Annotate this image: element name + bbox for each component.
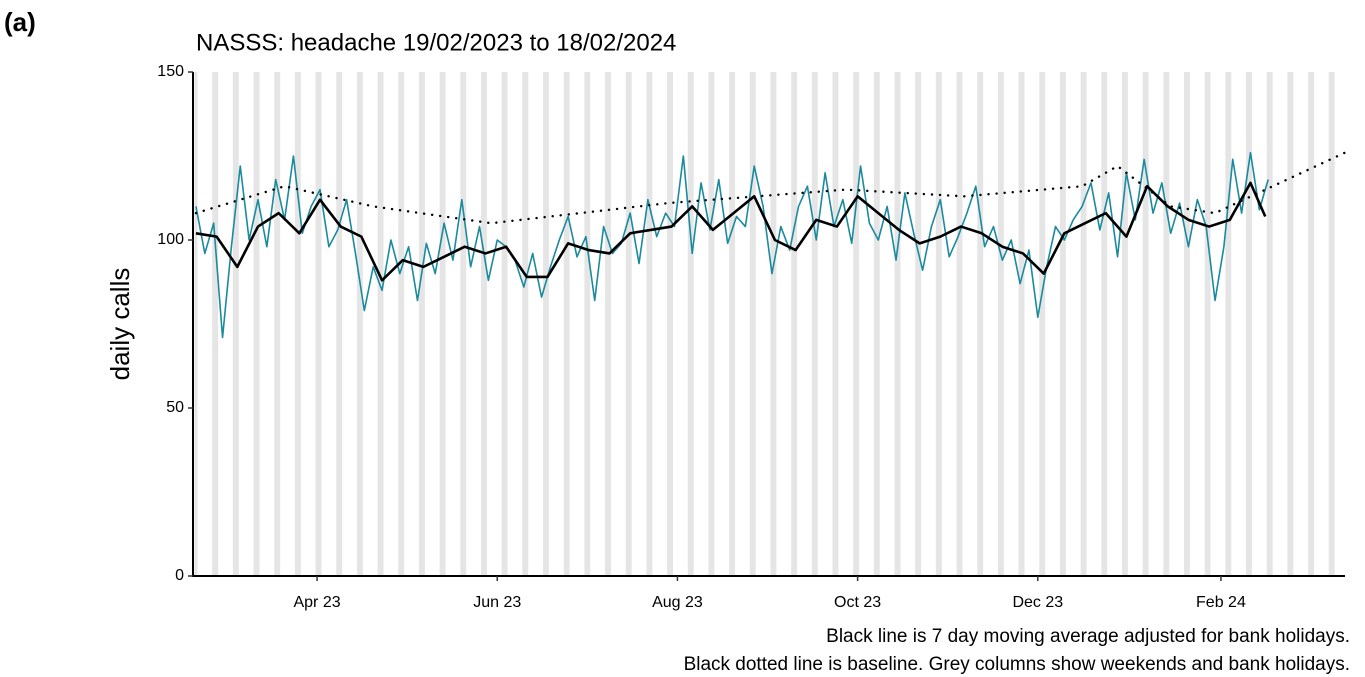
chart-title: NASSS: headache 19/02/2023 to 18/02/2024 (196, 29, 676, 56)
weekend-column (646, 72, 653, 576)
weekend-column (894, 72, 901, 576)
weekend-column (1163, 72, 1170, 576)
weekend-column (418, 72, 425, 576)
weekend-column (584, 72, 591, 576)
weekend-column (212, 72, 219, 576)
weekend-column (915, 72, 922, 576)
weekend-column (460, 72, 467, 576)
weekend-column (194, 72, 198, 576)
x-tick-label: Jun 23 (473, 594, 521, 611)
weekend-column (1184, 72, 1190, 576)
weekend-column (481, 72, 487, 576)
x-tick-label: Apr 23 (293, 594, 340, 611)
weekend-column (1246, 72, 1252, 576)
weekend-column (625, 72, 632, 576)
weekend-column (1328, 72, 1335, 576)
weekend-column (687, 72, 694, 576)
weekend-column (1039, 72, 1046, 576)
weekend-column (1080, 72, 1087, 576)
y-tick-label: 0 (175, 567, 184, 584)
weekend-column (501, 72, 508, 576)
weekend-column (522, 72, 529, 576)
weekend-column (253, 72, 260, 576)
y-tick-label: 100 (157, 231, 184, 248)
weekend-column (605, 72, 611, 576)
weekend-column (1101, 72, 1108, 576)
weekend-column (356, 72, 363, 576)
series-line (195, 151, 1269, 339)
weekend-column (1121, 72, 1128, 576)
x-tick-label: Feb 24 (1196, 594, 1246, 611)
x-tick-label: Dec 23 (1012, 594, 1063, 611)
weekend-column (1225, 72, 1232, 576)
weekend-column (1204, 72, 1211, 576)
weekend-column (294, 72, 301, 576)
y-tick-label: 150 (157, 63, 184, 80)
note: Black line is 7 day moving average adjus… (826, 626, 1350, 647)
weekend-column (811, 72, 818, 576)
panel-label: (a) (4, 7, 36, 37)
weekend-column (1018, 72, 1025, 576)
baseline-line (194, 151, 1347, 225)
weekend-column (791, 72, 798, 576)
weekend-column (1287, 72, 1294, 576)
weekend-column (377, 72, 384, 576)
weekend-column (770, 72, 777, 576)
weekend-column (667, 72, 673, 576)
weekend-column (832, 72, 839, 576)
weekend-column (997, 72, 1004, 576)
weekend-column (274, 72, 281, 576)
weekend-column (1142, 72, 1149, 576)
weekend-column (749, 72, 756, 576)
weekend-column (873, 72, 880, 576)
weekend-column (232, 72, 239, 576)
weekend-column (853, 72, 860, 576)
weekend-column (315, 72, 322, 576)
weekend-column (956, 72, 963, 576)
weekend-column (935, 72, 942, 576)
x-tick-label: Aug 23 (652, 594, 703, 611)
series-line (195, 181, 1267, 282)
weekend-column (336, 72, 343, 576)
weekend-column (398, 72, 405, 576)
weekend-column (1266, 72, 1273, 576)
y-tick-label: 50 (166, 399, 184, 416)
weekend-column (977, 72, 984, 576)
note: Black dotted line is baseline. Grey colu… (684, 654, 1350, 675)
y-axis-label: daily calls (105, 268, 135, 381)
weekend-column (729, 72, 736, 576)
weekend-column (708, 72, 715, 576)
weekend-column (563, 72, 570, 576)
weekend-column (1308, 72, 1314, 576)
weekend-column (543, 72, 549, 576)
weekend-column (439, 72, 446, 576)
x-tick-label: Oct 23 (834, 594, 881, 611)
weekend-column (1059, 72, 1066, 576)
